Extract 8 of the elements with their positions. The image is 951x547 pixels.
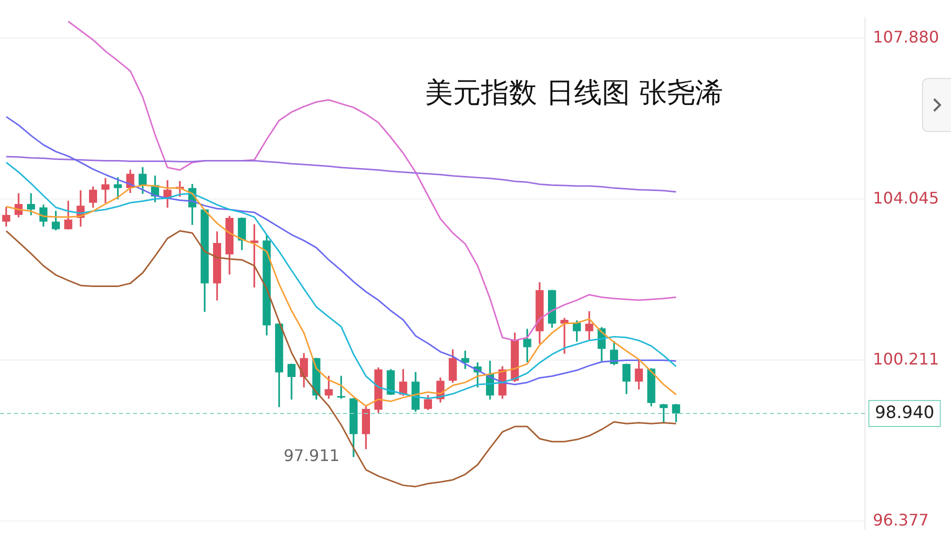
y-tick-label: 107.880 [872,27,940,46]
annotation: 97.911 [284,446,340,465]
ref-line-label: 98.940 [874,402,934,423]
text: 美元指数 日线图 张尧浠 [425,75,723,111]
y-tick-label: 104.045 [872,188,940,208]
candlestick [101,178,110,204]
y-tick-label: 100.211 [872,349,940,368]
y-tick-label: 96.377 [872,510,929,530]
